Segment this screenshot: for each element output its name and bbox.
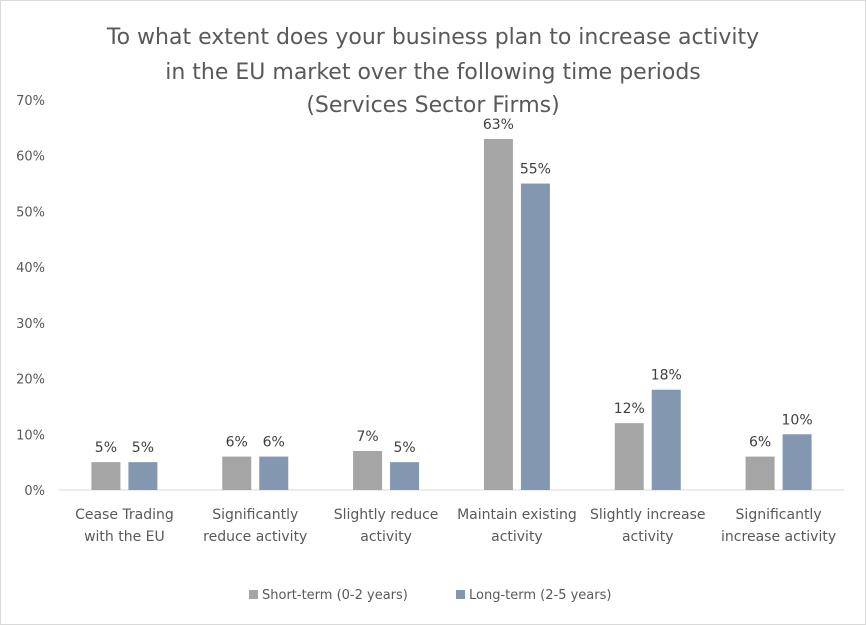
data-label: 5% [393, 440, 415, 456]
x-tick-label: reduce activity [203, 529, 307, 545]
x-tick-label: Slightly reduce [334, 507, 439, 523]
x-tick-label: increase activity [721, 529, 836, 545]
data-label: 5% [95, 440, 117, 456]
y-tick-label: 20% [16, 373, 45, 388]
x-tick-label: Slightly increase [590, 507, 706, 523]
data-label: 5% [132, 440, 154, 456]
data-label: 6% [263, 435, 285, 451]
x-tick-label: Maintain existing [457, 507, 577, 523]
chart-title-line-3: (Services Sector Firms) [306, 93, 559, 118]
data-label: 63% [483, 117, 514, 133]
bar-long-term-6 [782, 434, 812, 490]
y-tick-label: 70% [16, 94, 45, 109]
y-tick-label: 50% [16, 205, 45, 220]
bar-short-term-4 [483, 139, 513, 490]
bar-long-term-1 [128, 462, 158, 490]
bar-short-term-2 [222, 456, 252, 490]
chart-title: To what extent does your business plan t… [106, 25, 759, 118]
x-tick-label: activity [360, 529, 412, 545]
chart-title-line-2: in the EU market over the following time… [165, 60, 701, 85]
x-tick-label: activity [622, 529, 674, 545]
data-label: 10% [782, 412, 813, 428]
y-tick-label: 60% [16, 150, 45, 165]
y-tick-label: 0% [24, 484, 45, 499]
data-label: 6% [226, 435, 248, 451]
bar-long-term-4 [520, 183, 550, 491]
legend-label-short-term: Short-term (0-2 years) [262, 588, 408, 603]
bar-long-term-5 [651, 389, 681, 490]
y-tick-label: 10% [16, 428, 45, 443]
legend-swatch-short-term [249, 590, 258, 599]
legend-label-long-term: Long-term (2-5 years) [469, 588, 611, 603]
data-label: 18% [651, 368, 682, 384]
x-tick-label: Significantly [736, 507, 822, 523]
data-labels: 5% 5% 6% 6% 7% 5% 63% 55% 12% 18% 6% 10% [95, 117, 813, 456]
y-axis: 0% 10% 20% 30% 40% 50% 60% 70% [16, 94, 45, 499]
data-label: 6% [749, 435, 771, 451]
bar-short-term-6 [745, 456, 775, 490]
data-label: 7% [356, 429, 378, 445]
y-tick-label: 30% [16, 317, 45, 332]
data-label: 55% [520, 162, 551, 178]
x-tick-label: Cease Trading [75, 507, 174, 523]
bar-short-term-3 [353, 451, 383, 490]
x-tick-label: Significantly [212, 507, 298, 523]
bar-short-term-1 [91, 462, 121, 490]
legend: Short-term (0-2 years) Long-term (2-5 yea… [249, 588, 611, 603]
bar-long-term-2 [259, 456, 289, 490]
x-tick-label: activity [491, 529, 543, 545]
bar-short-term-5 [614, 423, 644, 490]
legend-swatch-long-term [456, 590, 465, 599]
x-tick-label: with the EU [84, 529, 165, 545]
chart-title-line-1: To what extent does your business plan t… [106, 25, 759, 50]
bar-long-term-3 [390, 462, 420, 490]
y-tick-label: 40% [16, 261, 45, 276]
x-axis: Cease Trading with the EU Significantly red… [75, 507, 836, 545]
data-label: 12% [614, 401, 645, 417]
bars [91, 139, 812, 491]
